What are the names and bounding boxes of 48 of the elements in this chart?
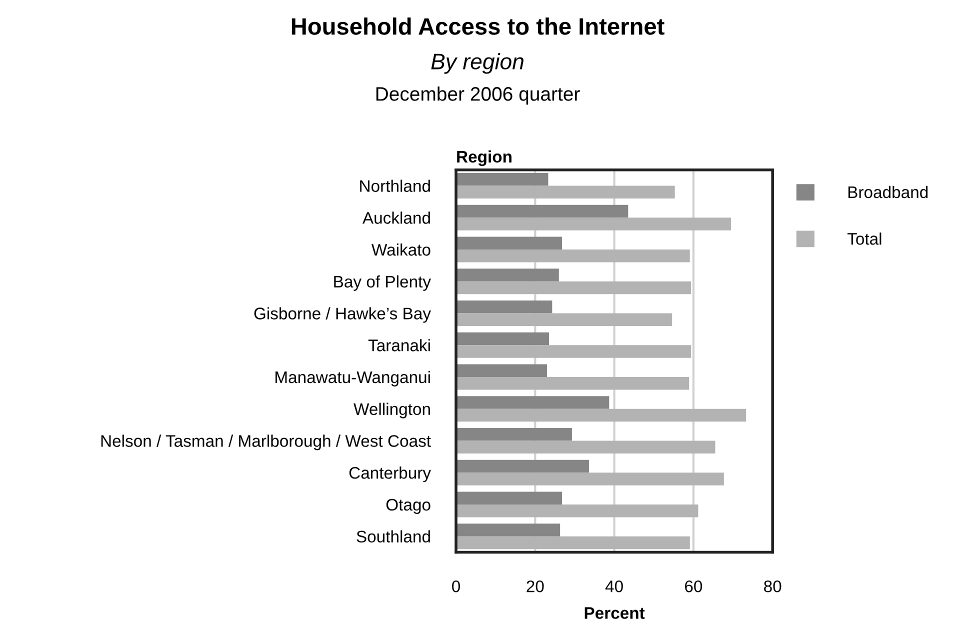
y-tick-label: Bay of Plenty: [334, 275, 431, 291]
bar: [456, 218, 732, 230]
bar: [456, 250, 690, 262]
y-tick-label: Taranaki: [368, 339, 430, 352]
legend-label: Broadband: [848, 186, 928, 198]
y-tick-label: Manawatu-Wanganui: [276, 370, 430, 386]
bar: [456, 204, 628, 218]
y-tick-label: Nelson / Tasman / Marlborough / West Coast: [101, 434, 431, 450]
y-axis-title: Region: [457, 150, 512, 166]
bar: [456, 173, 548, 186]
bar: [456, 472, 724, 486]
y-tick-label: Canterbury: [349, 466, 431, 482]
y-tick-label: Otago: [386, 498, 430, 514]
chart-subtitle: By region: [431, 53, 524, 74]
y-tick-label: Southland: [356, 530, 430, 543]
bar: [456, 186, 675, 199]
bar: [456, 281, 692, 294]
bar: [456, 313, 672, 326]
x-tick-label: 60: [685, 580, 702, 592]
bar: [456, 332, 550, 346]
legend-label: Total: [847, 232, 882, 245]
x-axis-title: Percent: [584, 607, 645, 619]
y-tick-label: Northland: [360, 180, 430, 192]
text: December 2006 quarter: [376, 86, 580, 105]
bar: [456, 236, 562, 250]
bar: [456, 364, 548, 377]
bar: [456, 504, 698, 518]
bar: [456, 536, 690, 550]
bar: [456, 268, 559, 282]
bar: [456, 408, 746, 422]
bar: [456, 440, 716, 454]
x-tick-label: 20: [526, 580, 544, 592]
y-tick-label: Wellington: [354, 402, 430, 418]
bar: [456, 460, 589, 473]
y-tick-label: Waikato: [372, 243, 430, 256]
chart-title: Household Access to the Internet: [292, 17, 664, 35]
x-tick-label: 40: [605, 580, 623, 592]
y-tick-label: Gisborne / Hawke’s Bay: [254, 307, 431, 323]
x-tick-label: 80: [764, 580, 782, 592]
bar: [456, 396, 610, 409]
bar: [456, 428, 572, 441]
bar: [456, 345, 692, 358]
bar: [456, 524, 560, 536]
bar: [456, 492, 562, 504]
x-tick-label: 0: [452, 580, 460, 592]
bar: [456, 376, 690, 390]
bar: [456, 300, 552, 314]
y-tick-label: Auckland: [362, 212, 430, 224]
